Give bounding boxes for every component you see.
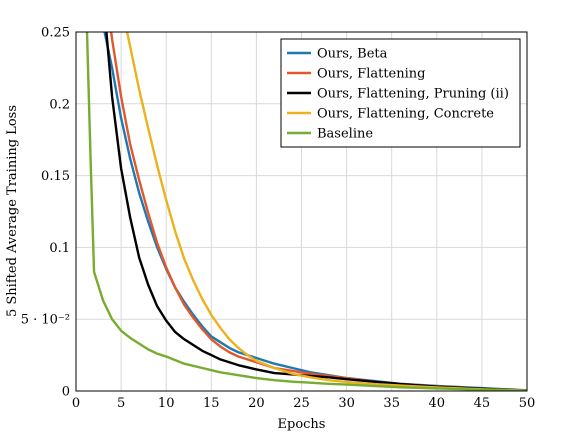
y-axis-title: 5 Shifted Average Training Loss <box>5 105 20 317</box>
x-tick-label: 15 <box>203 396 220 411</box>
series-line-3 <box>105 32 527 391</box>
legend-box <box>280 38 521 148</box>
x-tick-label: 35 <box>383 396 400 411</box>
x-tick-label: 40 <box>429 396 446 411</box>
x-tick-label: 0 <box>72 396 80 411</box>
x-tick-label: 20 <box>248 396 265 411</box>
y-tick-label: 0.25 <box>41 26 70 41</box>
y-tick-label: 0.15 <box>41 169 70 184</box>
legend: Ours, Beta Ours, Flattening Ours, Flatteni… <box>280 38 521 148</box>
x-tick-label: 50 <box>519 396 536 411</box>
x-tick-labels: 0 5 10 15 20 25 30 35 40 45 50 <box>72 396 535 411</box>
x-tick-label: 45 <box>474 396 491 411</box>
legend-label: Ours, Flattening <box>317 67 425 82</box>
y-tick-labels: 0 5 · 10⁻² 0.1 0.15 0.2 0.25 <box>21 26 70 400</box>
y-tick-label: 5 · 10⁻² <box>21 313 70 328</box>
legend-label: Ours, Flattening, Pruning (ii) <box>317 87 509 102</box>
legend-label: Ours, Beta <box>317 47 388 62</box>
x-axis-title: Epochs <box>278 417 326 432</box>
x-tick-label: 25 <box>293 396 310 411</box>
x-tick-label: 5 <box>117 396 125 411</box>
y-tick-label: 0.2 <box>49 97 70 112</box>
series-group <box>85 32 527 391</box>
legend-label: Ours, Flattening, Concrete <box>317 107 494 122</box>
plot-frame <box>75 31 528 392</box>
legend-label: Baseline <box>317 127 373 142</box>
series-line-4 <box>125 32 527 391</box>
series-line-5 <box>85 32 527 391</box>
x-tick-label: 10 <box>158 396 175 411</box>
y-tick-label: 0 <box>62 385 70 400</box>
x-tick-label: 30 <box>338 396 355 411</box>
y-tick-label: 0.1 <box>49 241 70 256</box>
